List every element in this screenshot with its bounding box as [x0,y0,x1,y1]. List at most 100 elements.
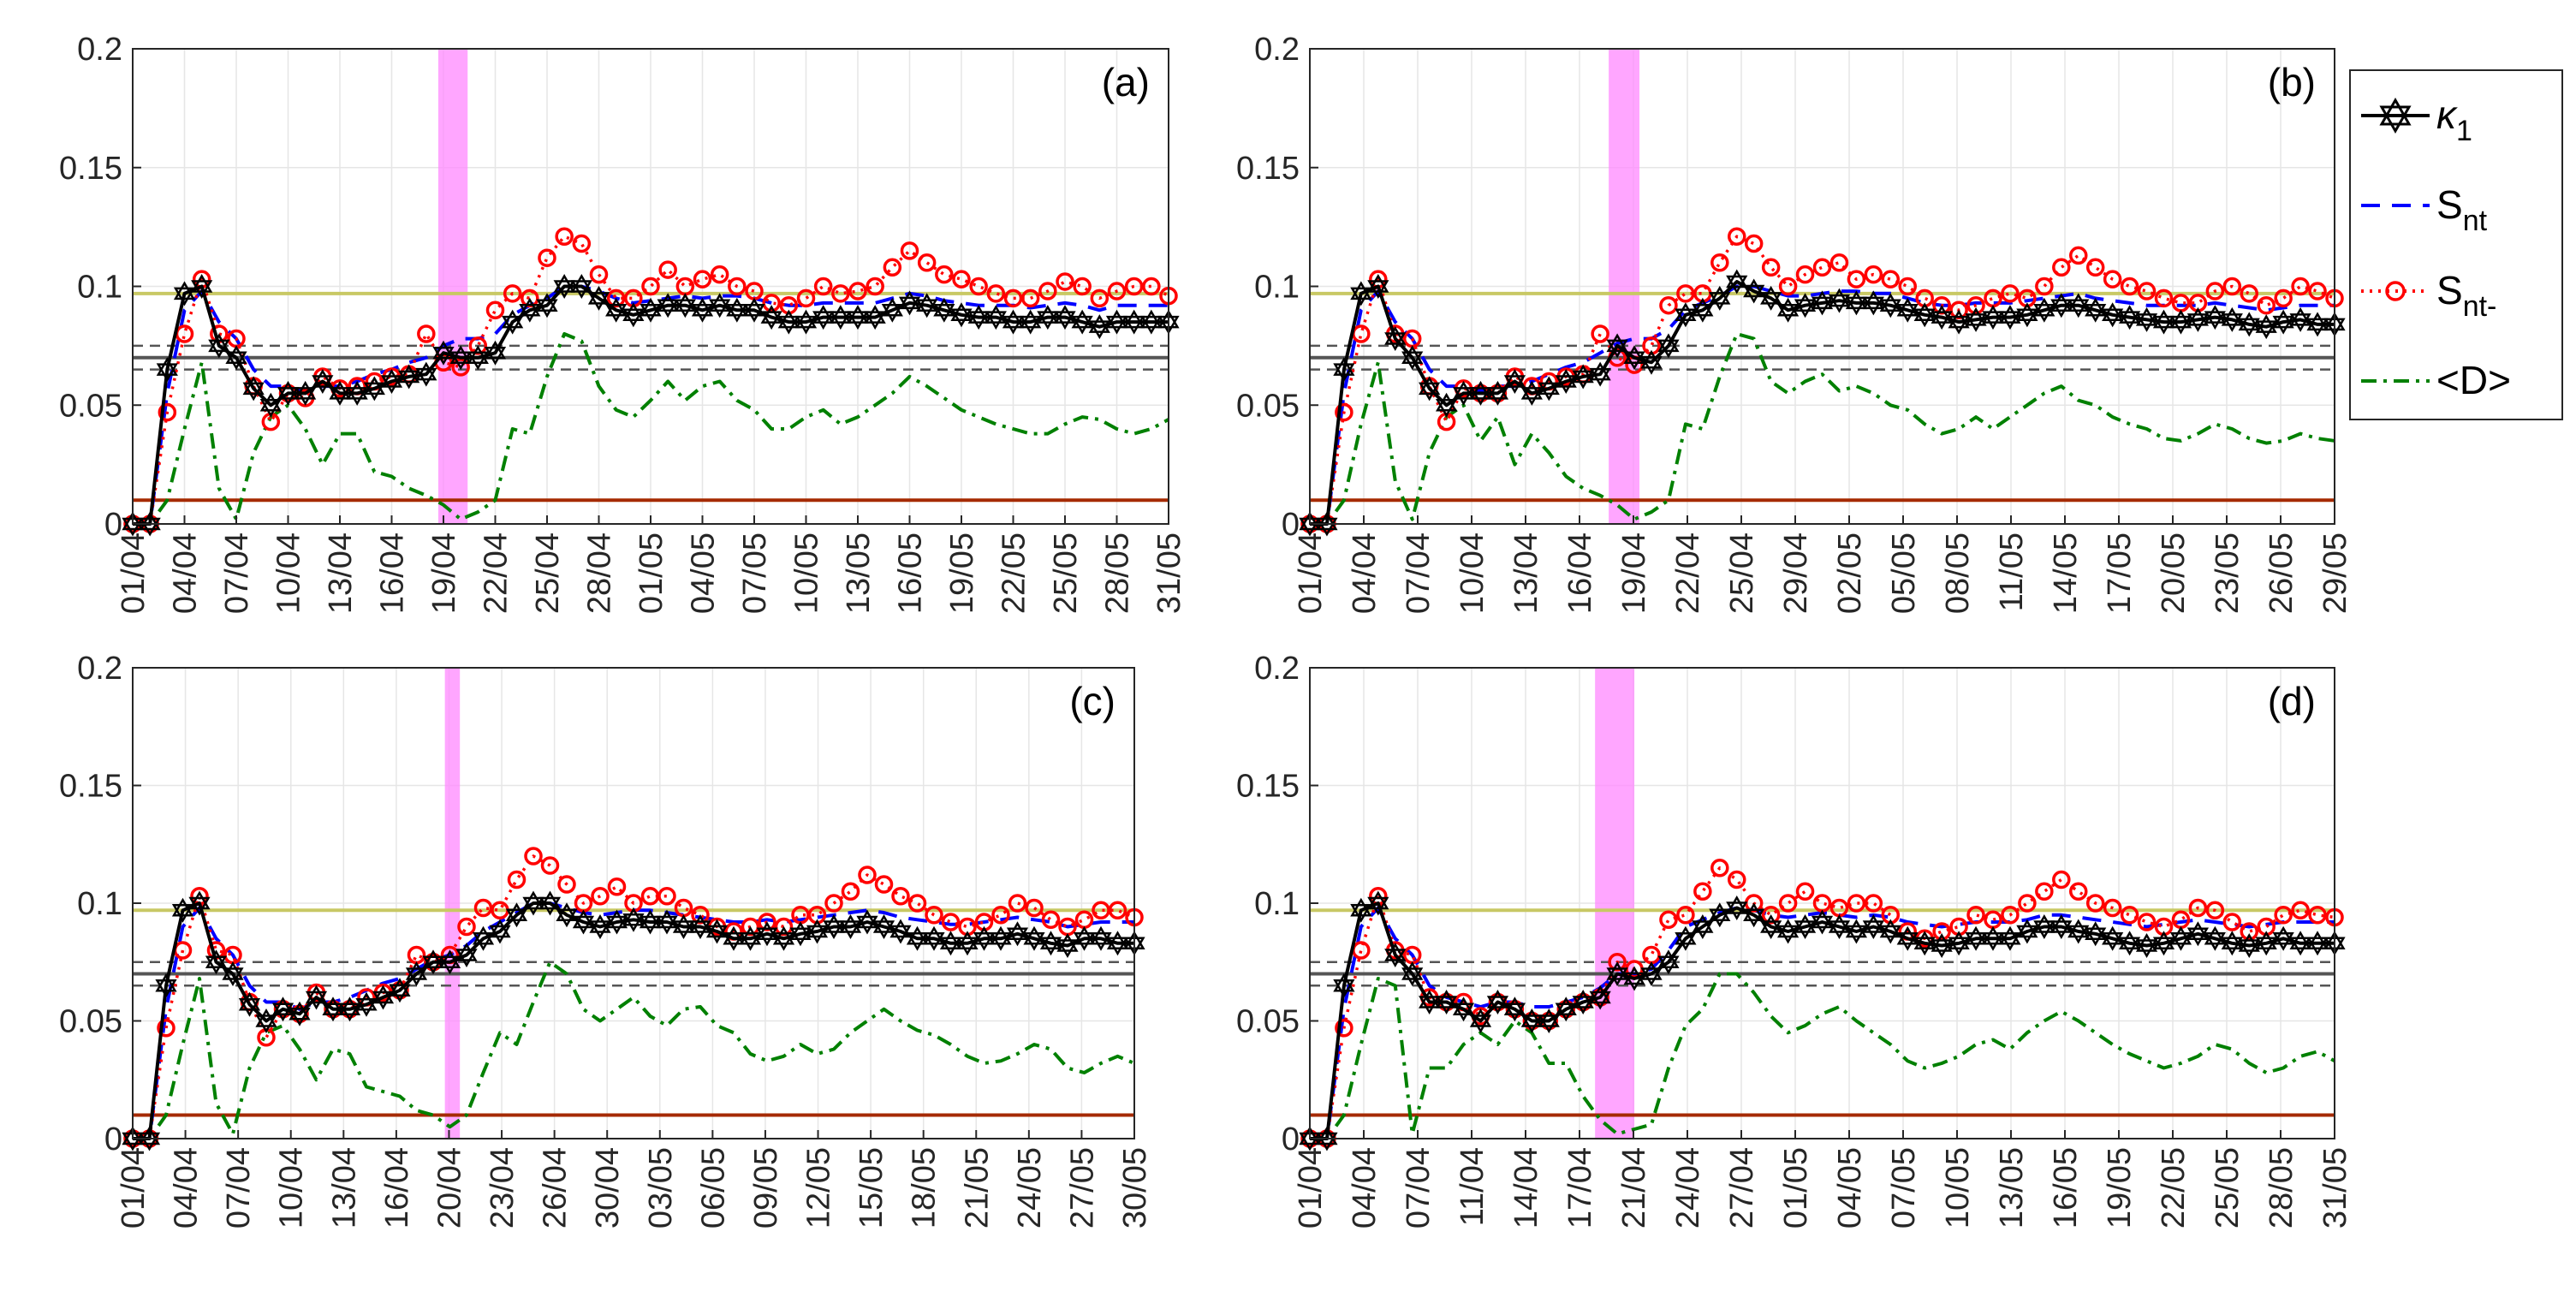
y-tick-label: 0.2 [77,651,122,687]
x-tick-label: 01/04 [1293,532,1329,614]
series-line-kappa1 [1310,901,2335,1140]
legend-kappa-marker [2379,97,2412,134]
x-tick-label: 19/05 [944,532,980,614]
point-kappa [1692,914,1714,939]
point-kappa [1982,925,2004,951]
point-sntm [941,913,961,931]
point-sntm [417,324,436,343]
point-kappa [1862,914,1884,939]
point-kappa [2067,919,2090,944]
point-sntm [1659,295,1678,315]
panel-label: (c) [1069,679,1115,723]
point-kappa [1367,890,1389,916]
point-kappa [553,274,575,299]
x-tick-label: 14/04 [1508,1147,1544,1229]
point-sntm [2103,270,2122,289]
x-tick-label: 12/05 [801,1147,837,1229]
point-sntm [2188,898,2208,918]
point-kappa [191,274,213,299]
x-tick-label: 22/05 [2156,1147,2192,1229]
point-kappa [1367,274,1389,299]
point-kappa [639,909,662,935]
point-kappa [605,909,628,935]
point-kappa [363,376,385,402]
x-tick-label: 30/05 [1117,1147,1153,1229]
point-sntm [158,402,177,422]
point-kappa [1811,909,1834,935]
point-kappa [1675,925,1697,951]
point-sntm [473,898,493,918]
point-sntm [1864,265,1883,284]
series-line-kappa1 [133,901,1134,1140]
point-sntm [2018,894,2037,913]
panel-b: 0 0.05 0.1 0.15 0.2 01/04 04/04 07/04 10/04 13/04… [1236,32,2353,614]
point-kappa [830,305,852,330]
x-tick-label: 28/05 [1100,532,1136,614]
point-kappa [1469,1008,1492,1033]
point-kappa [389,978,411,1003]
highlight-band [444,668,461,1139]
point-kappa [739,925,762,951]
series-line-d [133,960,1135,1140]
point-sntm [2308,282,2327,300]
point-sntm [1352,941,1371,960]
point-kappa [939,931,962,956]
point-kappa [1140,309,1163,335]
point-kappa [2169,925,2192,951]
x-tick-label: 22/04 [1670,532,1706,614]
point-sntm [813,277,833,296]
point-kappa [1657,949,1680,975]
point-sntm [1041,910,1061,929]
point-kappa [856,909,878,935]
point-sntm [1038,282,1057,300]
x-tick-label: 24/04 [1670,1147,1706,1229]
x-tick-label: 22/05 [996,532,1032,614]
point-sntm [2069,246,2088,265]
x-tick-label: 28/04 [582,532,618,614]
x-tick-label: 23/05 [2210,532,2246,614]
point-kappa [916,293,938,318]
point-kappa [2204,925,2226,951]
point-kappa [2204,305,2226,330]
point-kappa [2135,306,2158,332]
point-kappa [536,293,558,318]
point-kappa [289,1001,311,1026]
x-tick-label: 09/05 [748,1147,784,1229]
point-kappa [2016,302,2038,328]
point-kappa [472,925,495,951]
point-kappa [355,991,378,1017]
point-kappa [933,297,955,323]
legend-snt-main: S [2436,182,2463,227]
point-sntm [2120,277,2139,296]
point-kappa [1520,380,1543,406]
point-sntm [874,875,894,894]
y-tick-label: 0.15 [59,769,122,805]
x-tick-label: 20/04 [431,1147,467,1229]
point-kappa [2085,921,2107,947]
point-kappa [1037,305,1059,330]
x-tick-label: 16/04 [375,532,411,614]
point-sntm [657,887,676,906]
point-kappa [1862,290,1884,316]
point-kappa [1913,931,1936,956]
point-kappa [1931,933,1953,958]
point-sntm [1778,894,1798,913]
point-kappa [242,376,265,402]
point-kappa [1913,302,1936,328]
point-sntm [1659,910,1678,929]
legend-kappa-sub: 1 [2456,115,2472,147]
x-tick-label: 01/04 [1293,1147,1329,1229]
point-kappa [572,909,595,935]
point-sntm [2308,906,2327,925]
point-sntm [658,260,677,279]
point-sntm [1108,901,1127,919]
point-kappa [2306,931,2329,956]
point-sntm [591,887,610,906]
point-kappa [138,1126,161,1151]
legend-sntm-sub: nt- [2463,290,2497,323]
panel-c: 0 0.05 0.1 0.15 0.2 01/04 04/04 07/04 10/04 13/04… [59,651,1153,1229]
x-tick-label: 13/04 [326,1147,362,1229]
point-kappa [271,997,294,1022]
x-tick-label: 01/05 [634,532,669,614]
point-kappa [674,293,696,318]
